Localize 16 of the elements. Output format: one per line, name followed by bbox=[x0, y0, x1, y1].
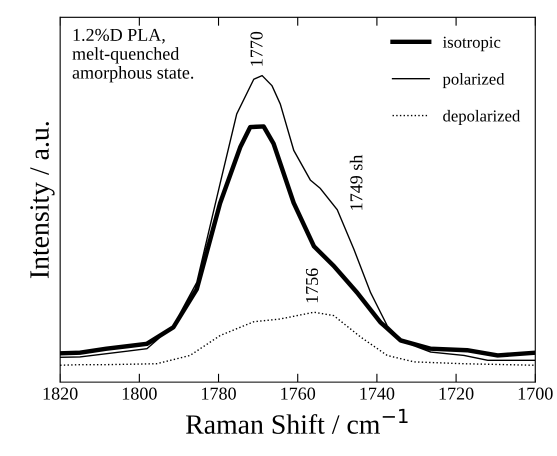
x-tick-label: 1740 bbox=[360, 388, 394, 400]
annotation: 1756 bbox=[306, 268, 318, 302]
annotation: 1.2%D PLA, melt-quenched amorphous state. bbox=[72, 28, 194, 82]
legend-label: depolarized bbox=[443, 110, 520, 125]
x-axis-title: Raman Shift / cm$^{−1}$ bbox=[186, 408, 408, 434]
x-tick-label: 1760 bbox=[281, 388, 316, 400]
x-tick-label: 1700 bbox=[518, 388, 553, 400]
legend-label: polarized bbox=[442, 72, 504, 88]
annotation: 1749 sh bbox=[350, 154, 362, 210]
x-tick-label: 1820 bbox=[44, 388, 78, 400]
annotation: 1770 bbox=[250, 32, 263, 66]
y-axis-title: Intensity / a.u. bbox=[30, 122, 55, 278]
x-tick-label: 1720 bbox=[440, 388, 474, 400]
x-tick-label: 1780 bbox=[202, 388, 236, 400]
legend-label: isotropic bbox=[442, 36, 500, 52]
x-tick-label: 1800 bbox=[122, 388, 157, 400]
